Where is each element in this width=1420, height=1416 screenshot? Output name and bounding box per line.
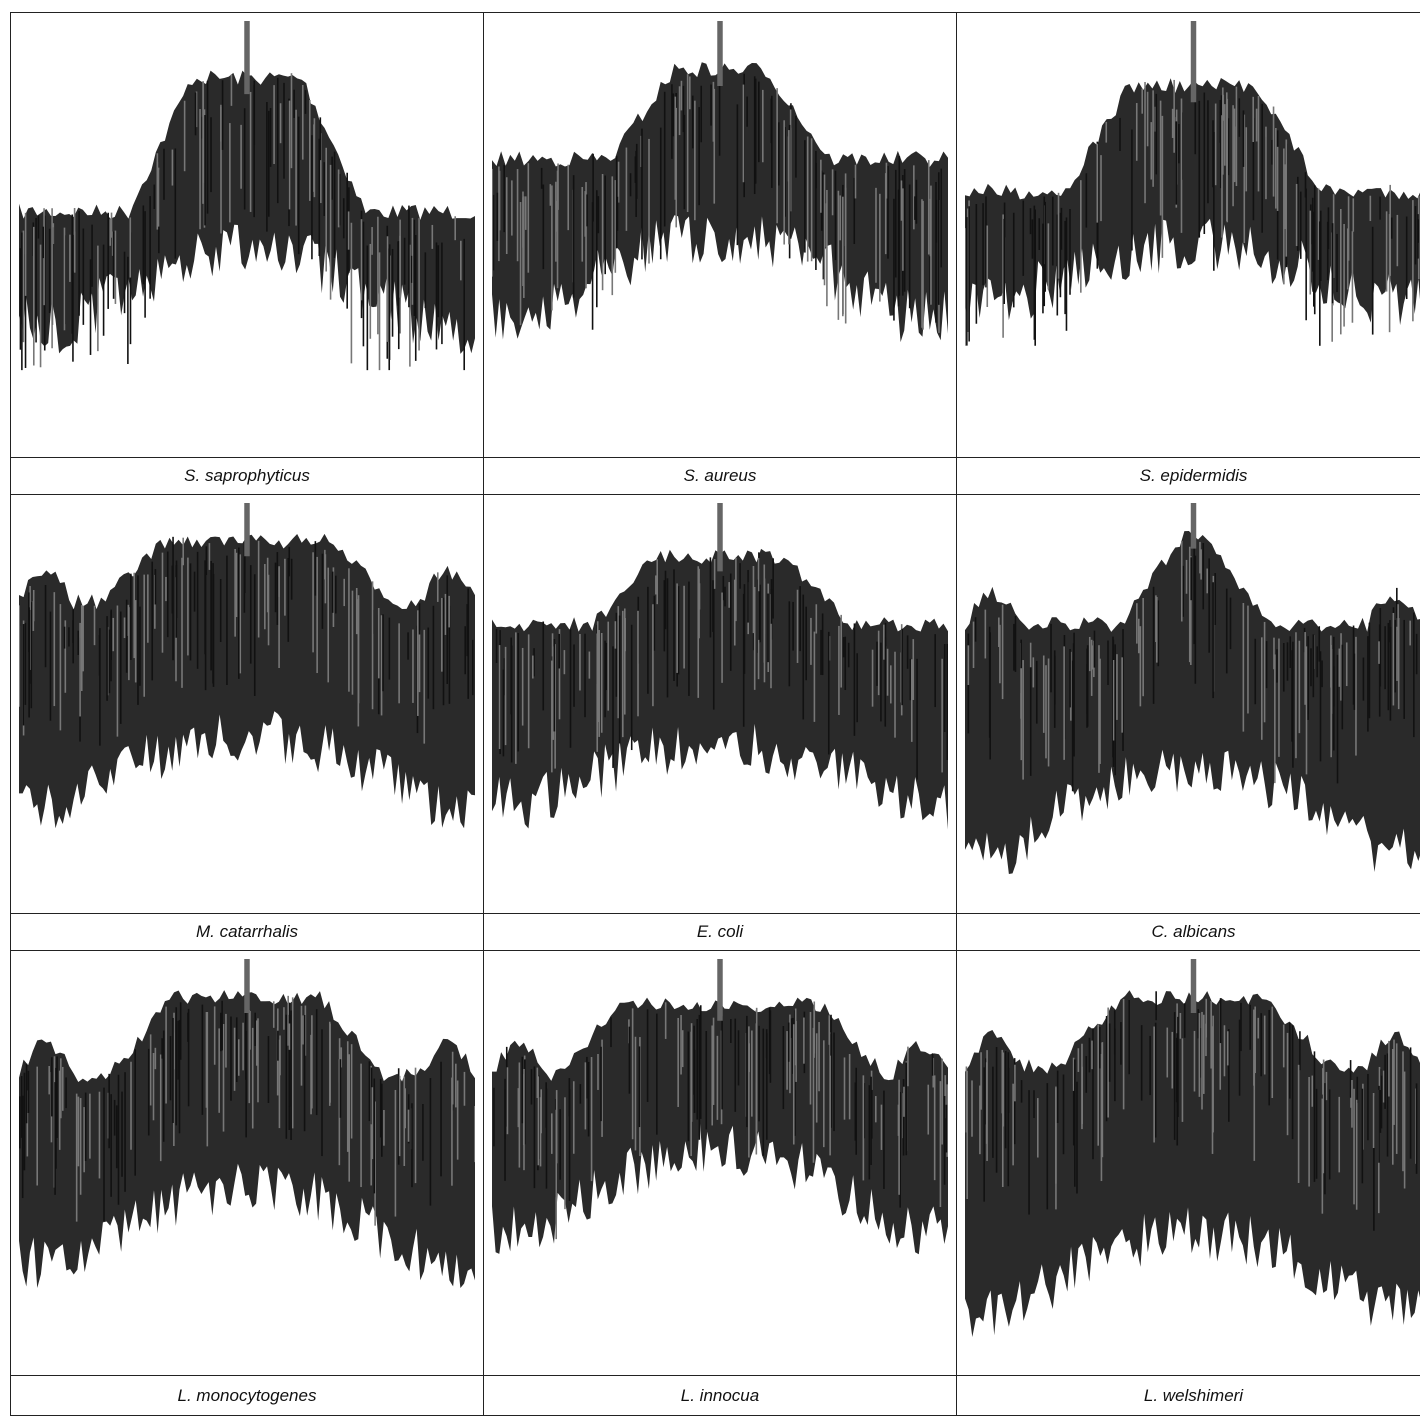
image-cell	[484, 13, 957, 458]
caption: S. aureus	[484, 458, 957, 495]
image-cell	[11, 13, 484, 458]
spectrum-graphic	[492, 21, 948, 343]
image-cell	[484, 495, 957, 914]
spectrum-image	[19, 21, 475, 427]
image-cell	[484, 951, 957, 1376]
spectrum-graphic	[492, 959, 948, 1255]
spectrum-body	[492, 62, 948, 343]
spectrum-image	[492, 21, 948, 427]
image-cell	[957, 951, 1420, 1376]
spectrum-image	[965, 959, 1420, 1345]
spectrum-body	[965, 77, 1420, 326]
caption: L. innocua	[484, 1376, 957, 1416]
caption: L. welshimeri	[957, 1376, 1420, 1416]
caption: C. albicans	[957, 914, 1420, 951]
spectrum-graphic	[965, 21, 1420, 346]
spectrum-graphic	[19, 959, 475, 1289]
spectrum-graphic	[965, 503, 1420, 874]
spectrum-body	[965, 530, 1420, 874]
image-cell	[957, 495, 1420, 914]
spectrum-image	[19, 959, 475, 1345]
spectrum-body	[19, 990, 475, 1289]
caption: S. saprophyticus	[11, 458, 484, 495]
spectrum-image	[492, 959, 948, 1345]
figure-grid: S. saprophyticus S. aureus S. epidermidis M…	[10, 12, 1420, 1416]
spectrum-image	[492, 503, 948, 883]
spectrum-graphic	[19, 503, 475, 829]
caption: S. epidermidis	[957, 458, 1420, 495]
caption: E. coli	[484, 914, 957, 951]
spectrum-graphic	[965, 959, 1420, 1337]
spectrum-image	[19, 503, 475, 883]
spectrum-graphic	[492, 503, 948, 830]
spectrum-body	[965, 990, 1420, 1337]
spectrum-body	[19, 533, 475, 829]
spectrum-image	[965, 503, 1420, 883]
image-cell	[957, 13, 1420, 458]
spectrum-body	[492, 548, 948, 830]
caption: M. catarrhalis	[11, 914, 484, 951]
spectrum-graphic	[19, 21, 475, 371]
image-cell	[11, 951, 484, 1376]
caption: L. monocytogenes	[11, 1376, 484, 1416]
image-cell	[11, 495, 484, 914]
spectrum-body	[19, 70, 475, 354]
spectrum-image	[965, 21, 1420, 427]
